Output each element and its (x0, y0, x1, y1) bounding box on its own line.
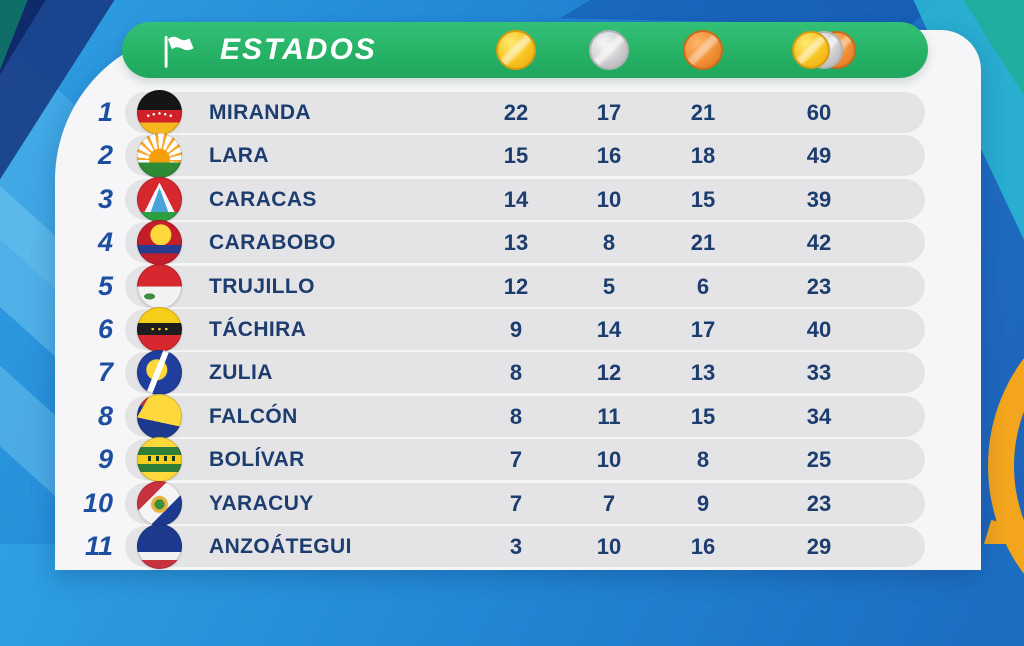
total-count: 33 (806, 360, 832, 386)
rank-label: 3 (97, 183, 113, 214)
table-row: 3 CARACAS 14 10 15 39 (98, 176, 925, 222)
bronze-count: 13 (690, 360, 716, 386)
bronze-count: 17 (690, 316, 716, 342)
table-header: ESTADOS (122, 22, 928, 78)
total-count: 39 (806, 186, 832, 212)
bronze-count: 21 (690, 230, 716, 256)
state-name: ANZOÁTEGUI (209, 534, 352, 558)
total-count: 25 (806, 447, 832, 473)
table-row: 6 TÁCHIRA 9 14 17 40 (98, 306, 925, 352)
gold-count: 9 (509, 316, 523, 342)
total-count: 29 (806, 533, 832, 559)
gold-count: 7 (509, 447, 523, 473)
falcon-flag-icon (137, 393, 182, 439)
gold-medal-icon (496, 30, 536, 70)
total-count: 49 (806, 143, 832, 169)
state-name: ZULIA (209, 361, 273, 385)
bronze-medal-icon (683, 30, 723, 70)
bronze-count: 8 (696, 447, 710, 473)
silver-count: 10 (596, 447, 622, 473)
rank-label: 6 (97, 313, 113, 344)
silver-count: 17 (596, 100, 622, 125)
silver-count: 11 (597, 403, 621, 429)
rank-label: 10 (82, 487, 113, 518)
table-row: 7 ZULIA 8 12 13 33 (98, 350, 925, 396)
rank-label: 8 (97, 400, 113, 431)
tachira-flag-icon (137, 306, 182, 352)
total-medals-icon (792, 30, 856, 70)
silver-medal-icon (589, 30, 629, 70)
state-name: BOLÍVAR (209, 448, 305, 472)
gold-count: 8 (509, 360, 523, 386)
state-name: TRUJILLO (209, 274, 315, 298)
bronze-count: 15 (690, 403, 716, 429)
table-row: 4 CARABOBO 13 8 21 42 (98, 220, 925, 266)
gold-count: 13 (503, 230, 529, 256)
silver-count: 10 (596, 186, 622, 212)
silver-count: 8 (602, 230, 616, 256)
miranda-flag-icon (137, 90, 182, 135)
trujillo-flag-icon (137, 263, 182, 309)
table-row: 9 BOLÍVAR 7 10 8 25 (98, 437, 925, 483)
anzoategui-flag-icon (137, 523, 182, 569)
silver-count: 12 (596, 360, 622, 386)
yaracuy-flag-icon (137, 480, 182, 526)
total-count: 60 (806, 100, 832, 125)
table-row: 2 LARA 15 16 18 49 (98, 133, 925, 179)
bronze-count: 6 (696, 273, 710, 299)
bronze-count: 15 (690, 186, 716, 212)
total-count: 42 (806, 230, 832, 256)
rank-label: 4 (97, 227, 113, 258)
total-count: 40 (806, 316, 832, 342)
standings-rows: 1 MIRANDA 22 17 21 60 2 LARA 15 16 18 49… (83, 90, 925, 569)
gold-medal-icon (792, 31, 830, 69)
total-count: 23 (806, 273, 832, 299)
table-row: 10 YARACUY 7 7 9 23 (83, 480, 925, 526)
bronze-count: 21 (690, 100, 716, 125)
gold-count: 3 (509, 533, 523, 559)
state-name: MIRANDA (209, 101, 311, 124)
rank-label: 7 (97, 357, 113, 388)
state-name: LARA (209, 144, 269, 168)
rank-label: 5 (97, 270, 113, 301)
zulia-flag-icon (137, 350, 182, 396)
state-name: CARACAS (209, 187, 317, 211)
gold-count: 14 (503, 186, 529, 212)
total-count: 34 (806, 403, 832, 429)
gold-count: 8 (509, 403, 523, 429)
gold-count: 12 (503, 273, 529, 299)
silver-count: 5 (602, 273, 616, 299)
bronze-count: 9 (696, 490, 710, 516)
bronze-count: 18 (690, 143, 716, 169)
flag-icon (164, 36, 194, 68)
state-name: YARACUY (209, 491, 314, 515)
lara-flag-icon (137, 133, 182, 179)
page-title: ESTADOS (220, 33, 377, 66)
silver-count: 16 (596, 143, 622, 169)
table-row: 1 MIRANDA 22 17 21 60 (98, 90, 925, 135)
gold-count: 15 (503, 143, 529, 169)
silver-count: 10 (596, 533, 622, 559)
state-name: FALCÓN (209, 404, 298, 428)
table-row: 11 ANZOÁTEGUI 3 10 16 29 (85, 523, 925, 569)
table-row: 8 FALCÓN 8 11 15 34 (98, 393, 925, 439)
gold-count: 22 (503, 100, 529, 125)
state-name: TÁCHIRA (209, 317, 307, 341)
bronze-count: 16 (690, 533, 716, 559)
gold-swoosh (988, 286, 1024, 646)
rank-label: 11 (84, 530, 113, 561)
state-name: CARABOBO (209, 231, 336, 255)
rank-label: 2 (97, 140, 113, 171)
bolivar-flag-icon (137, 437, 182, 483)
table-row: 5 TRUJILLO 12 5 6 23 (98, 263, 925, 309)
carabobo-flag-icon (137, 220, 182, 266)
total-count: 23 (806, 490, 832, 516)
rank-label: 9 (97, 444, 113, 475)
gold-count: 7 (509, 490, 523, 516)
silver-count: 7 (602, 490, 616, 516)
caracas-flag-icon (137, 176, 182, 222)
rank-label: 1 (97, 97, 113, 127)
silver-count: 14 (596, 316, 622, 342)
